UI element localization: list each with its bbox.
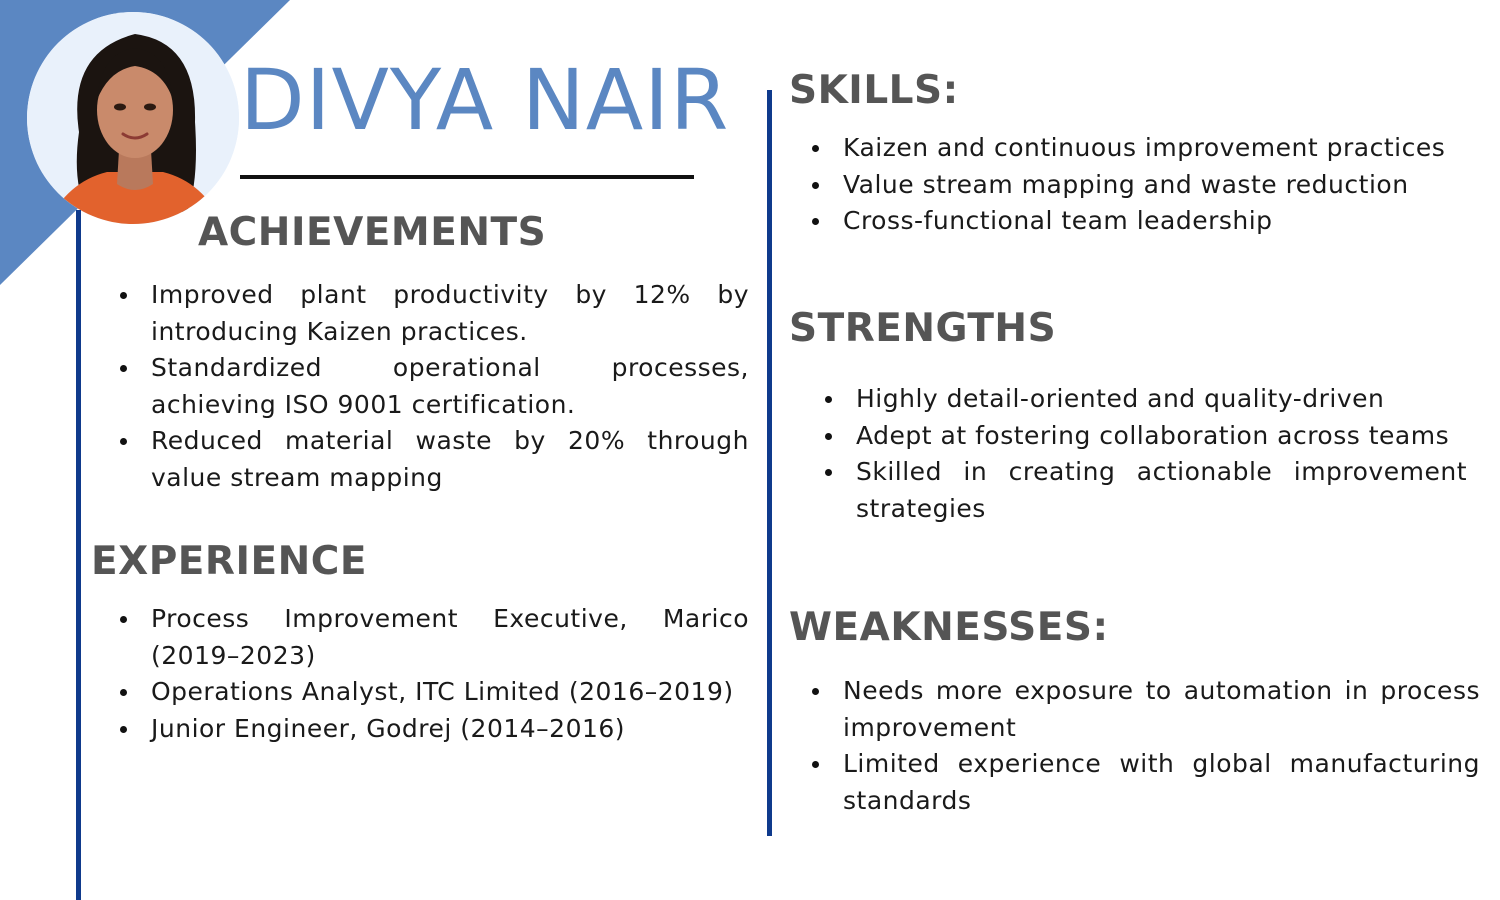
skills-heading: SKILLS: [789,68,959,113]
list-item: Kaizen and continuous improvement practi… [812,130,1485,167]
strengths-list: Highly detail-oriented and quality-drive… [825,381,1467,527]
left-divider-line [76,210,81,900]
strengths-heading: STRENGTHS [789,306,1057,351]
name-divider [240,175,694,179]
list-item: Improved plant productivity by 12% by in… [120,277,749,350]
list-item: Adept at fostering collaboration across … [825,418,1467,455]
list-item: Process Improvement Executive, Marico (2… [120,601,749,674]
list-item: Cross-functional team leadership [812,203,1485,240]
experience-heading: EXPERIENCE [91,539,368,584]
center-divider-line [767,90,772,836]
list-item: Highly detail-oriented and quality-drive… [825,381,1467,418]
weaknesses-heading: WEAKNESSES: [789,605,1109,650]
list-item: Junior Engineer, Godrej (2014–2016) [120,711,749,748]
achievements-heading: ACHIEVEMENTS [198,210,547,255]
profile-photo [27,12,239,224]
list-item: Limited experience with global manufactu… [812,746,1480,819]
achievements-list: Improved plant productivity by 12% by in… [120,277,749,496]
list-item: Needs more exposure to automation in pro… [812,673,1480,746]
list-item: Standardized operational processes, achi… [120,350,749,423]
skills-list: Kaizen and continuous improvement practi… [812,130,1485,240]
candidate-name: DIVYA NAIR [240,51,730,149]
list-item: Skilled in creating actionable improveme… [825,454,1467,527]
profile-photo-icon [27,12,239,224]
list-item: Reduced material waste by 20% through va… [120,423,749,496]
weaknesses-list: Needs more exposure to automation in pro… [812,673,1480,819]
list-item: Value stream mapping and waste reduction [812,167,1485,204]
experience-list: Process Improvement Executive, Marico (2… [120,601,749,748]
list-item: Operations Analyst, ITC Limited (2016–20… [120,674,749,711]
